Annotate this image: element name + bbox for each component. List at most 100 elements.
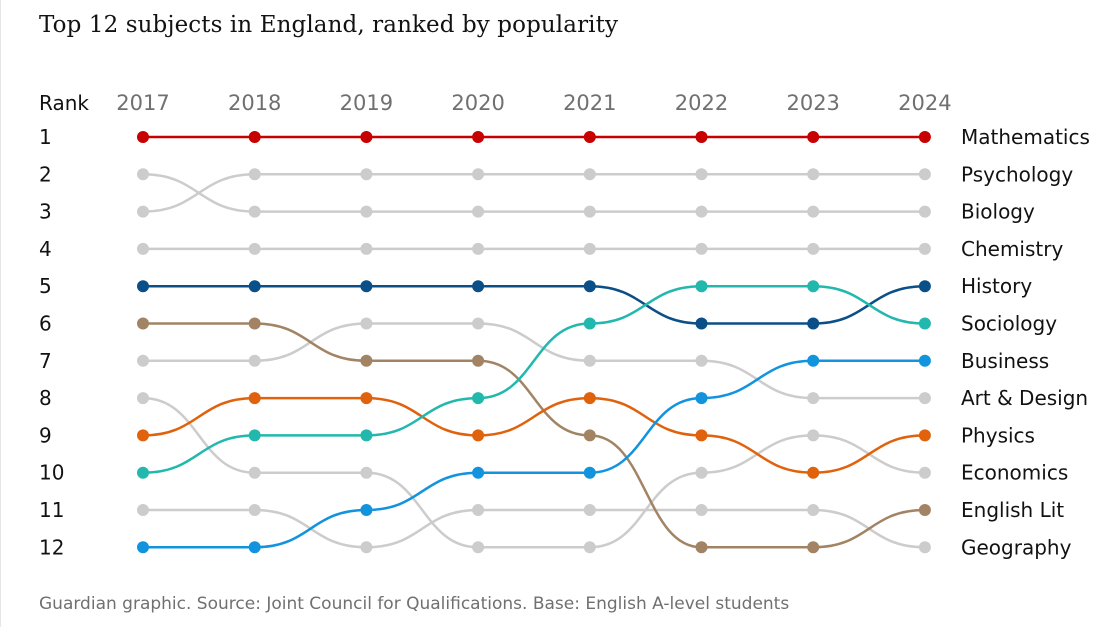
point-history-2018 xyxy=(248,280,261,293)
point-economics-2024 xyxy=(918,466,931,479)
point-business-2019 xyxy=(360,504,373,516)
subject-label-chemistry: Chemistry xyxy=(961,237,1063,261)
series-line-geography xyxy=(141,508,927,549)
point-chemistry-2017 xyxy=(137,242,149,255)
series-line-history xyxy=(141,284,927,325)
point-history-2020 xyxy=(472,280,485,293)
point-art-and-design-2018 xyxy=(248,354,261,367)
point-business-2024 xyxy=(918,354,931,367)
point-english-lit-2017 xyxy=(137,317,149,330)
point-geography-2023 xyxy=(807,504,820,516)
point-sociology-2020 xyxy=(472,392,485,405)
highlight-series-group xyxy=(137,131,931,554)
point-sociology-2022 xyxy=(695,280,708,293)
point-geography-2024 xyxy=(918,541,931,554)
point-history-2019 xyxy=(360,280,373,293)
point-business-2020 xyxy=(472,466,485,479)
point-history-2017 xyxy=(137,280,149,293)
point-history-2024 xyxy=(918,280,931,293)
point-mathematics-2019 xyxy=(360,131,373,143)
point-physics-2020 xyxy=(472,429,485,442)
subject-label-sociology: Sociology xyxy=(961,312,1057,336)
series-line-art-and-design xyxy=(141,322,927,400)
subject-label-mathematics: Mathematics xyxy=(961,125,1090,149)
point-biology-2022 xyxy=(695,205,708,218)
point-sociology-2024 xyxy=(918,317,931,330)
point-physics-2022 xyxy=(695,429,708,442)
subject-label-biology: Biology xyxy=(961,200,1035,224)
point-mathematics-2017 xyxy=(137,131,149,143)
point-economics-2017 xyxy=(137,392,149,405)
point-sociology-2023 xyxy=(807,280,820,293)
point-chemistry-2021 xyxy=(583,242,596,255)
point-geography-2022 xyxy=(695,504,708,516)
point-biology-2024 xyxy=(918,205,931,218)
year-label-2022: 2022 xyxy=(675,91,728,115)
point-psychology-2018 xyxy=(248,168,261,181)
point-economics-2020 xyxy=(472,541,485,554)
point-mathematics-2023 xyxy=(807,131,820,143)
point-business-2017 xyxy=(137,541,149,554)
point-biology-2019 xyxy=(360,205,373,218)
series-line-english-lit xyxy=(141,322,927,549)
point-psychology-2019 xyxy=(360,168,373,181)
point-chemistry-2019 xyxy=(360,242,373,255)
rank-label-2: 2 xyxy=(39,162,52,186)
point-physics-2023 xyxy=(807,466,820,479)
point-mathematics-2021 xyxy=(583,131,596,143)
point-mathematics-2018 xyxy=(248,131,261,143)
year-label-2023: 2023 xyxy=(786,91,839,115)
point-art-and-design-2022 xyxy=(695,354,708,367)
rank-header: Rank xyxy=(39,91,89,115)
point-psychology-2020 xyxy=(472,168,485,181)
rank-label-3: 3 xyxy=(39,200,52,224)
point-art-and-design-2023 xyxy=(807,392,820,405)
point-english-lit-2021 xyxy=(583,429,596,442)
source-note: Guardian graphic. Source: Joint Council … xyxy=(39,594,790,614)
chart-title: Top 12 subjects in England, ranked by po… xyxy=(39,12,619,38)
point-geography-2020 xyxy=(472,504,485,516)
point-physics-2021 xyxy=(583,392,596,405)
point-english-lit-2023 xyxy=(807,541,820,554)
rank-label-12: 12 xyxy=(39,535,64,559)
point-psychology-2021 xyxy=(583,168,596,181)
point-history-2021 xyxy=(583,280,596,293)
point-chemistry-2024 xyxy=(918,242,931,255)
year-label-2017: 2017 xyxy=(116,91,169,115)
point-psychology-2017 xyxy=(137,205,149,218)
rank-label-10: 10 xyxy=(39,461,64,485)
point-geography-2018 xyxy=(248,504,261,516)
point-psychology-2023 xyxy=(807,168,820,181)
point-sociology-2021 xyxy=(583,317,596,330)
subject-label-psychology: Psychology xyxy=(961,162,1073,186)
point-chemistry-2018 xyxy=(248,242,261,255)
subject-label-geography: Geography xyxy=(961,535,1072,559)
point-economics-2022 xyxy=(695,466,708,479)
point-physics-2017 xyxy=(137,429,149,442)
point-chemistry-2022 xyxy=(695,242,708,255)
point-physics-2019 xyxy=(360,392,373,405)
point-history-2022 xyxy=(695,317,708,330)
point-biology-2020 xyxy=(472,205,485,218)
rank-label-6: 6 xyxy=(39,312,52,336)
point-english-lit-2018 xyxy=(248,317,261,330)
label-group: Rank 2017 2018 2019 2020 2021 2022 2023 20241234… xyxy=(39,91,1090,559)
point-english-lit-2022 xyxy=(695,541,708,554)
rank-label-7: 7 xyxy=(39,349,52,373)
point-biology-2018 xyxy=(248,205,261,218)
point-chemistry-2023 xyxy=(807,242,820,255)
point-economics-2019 xyxy=(360,466,373,479)
point-art-and-design-2017 xyxy=(137,354,149,367)
rank-label-1: 1 xyxy=(39,125,52,149)
point-business-2023 xyxy=(807,354,820,367)
subject-label-economics: Economics xyxy=(961,461,1068,485)
rank-label-8: 8 xyxy=(39,386,52,410)
point-chemistry-2020 xyxy=(472,242,485,255)
year-label-2024: 2024 xyxy=(898,91,951,115)
point-economics-2021 xyxy=(583,541,596,554)
rank-label-11: 11 xyxy=(39,498,64,522)
rank-label-4: 4 xyxy=(39,237,52,261)
point-psychology-2022 xyxy=(695,168,708,181)
subject-label-business: Business xyxy=(961,349,1049,373)
